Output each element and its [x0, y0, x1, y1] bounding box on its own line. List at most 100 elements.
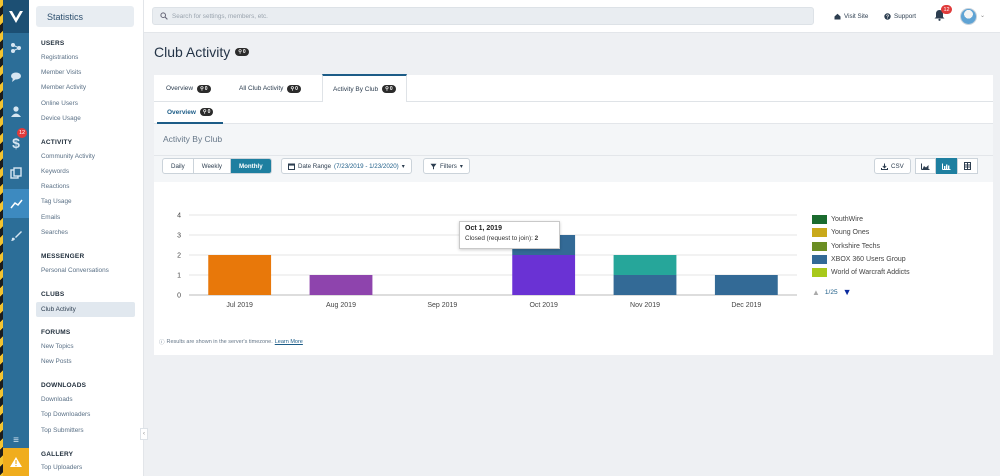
legend-item[interactable]: XBOX 360 Users Group — [812, 253, 910, 266]
filters-button[interactable]: Filters ▾ — [423, 158, 470, 174]
sidebar-item-top-uploaders[interactable]: Top Uploaders — [41, 464, 83, 471]
learn-more-link[interactable]: Learn More — [274, 339, 303, 345]
sidebar-item-member-visits[interactable]: Member Visits — [41, 69, 82, 76]
tab-bar: Overview ⚲ 0 All Club Activity ⚲ 0 Activit… — [154, 74, 993, 102]
user-icon[interactable] — [3, 96, 29, 125]
caret-down-icon: ▾ — [459, 162, 463, 170]
bar-chart-button[interactable] — [936, 158, 957, 174]
sidebar-item-top-submitters[interactable]: Top Submitters — [41, 427, 84, 434]
avatar[interactable] — [960, 8, 977, 25]
sidebar-item-new-posts[interactable]: New Posts — [41, 358, 72, 365]
sidebar-item-club-activity[interactable]: Club Activity — [36, 302, 135, 317]
area-chart-button[interactable] — [915, 158, 936, 174]
bar-segment — [613, 275, 677, 295]
interval-daily[interactable]: Daily — [163, 159, 194, 173]
support-label: Support — [894, 13, 917, 20]
sidebar-item-device-usage[interactable]: Device Usage — [41, 115, 81, 122]
sidebar-item-online-users[interactable]: Online Users — [41, 100, 78, 107]
tab-activity-by-club[interactable]: Activity By Club ⚲ 0 — [322, 74, 407, 102]
y-tick-label: 2 — [177, 253, 181, 260]
sidebar-item-reactions[interactable]: Reactions — [41, 183, 70, 190]
warning-icon[interactable] — [3, 448, 29, 476]
filter-icon — [430, 163, 437, 169]
pager-prev-icon[interactable]: ▲ — [812, 287, 820, 297]
search-input[interactable] — [172, 11, 772, 22]
bar-segment — [512, 255, 576, 295]
date-range-button[interactable]: Date Range (7/23/2019 - 1/23/2020) ▾ — [281, 158, 412, 174]
home-icon — [834, 13, 841, 20]
interval-monthly[interactable]: Monthly — [230, 159, 271, 173]
tooltip-value: 2 — [534, 235, 539, 242]
legend-label: Young Ones — [831, 229, 870, 237]
tooltip-label: Closed (request to join): — [465, 235, 533, 242]
sidebar-item-emails[interactable]: Emails — [41, 214, 61, 221]
copy-icon[interactable] — [3, 158, 29, 187]
tab-activity-by-club-badge-count: 0 — [389, 86, 393, 92]
key-icon: ⚲ — [385, 86, 389, 92]
sidebar: Statistics ‹ USERS Registrations Member … — [29, 0, 148, 476]
legend-pager: ▲ 1/25 ▼ — [812, 287, 852, 297]
table-view-button[interactable] — [957, 158, 978, 174]
sidebar-title: Statistics — [36, 6, 134, 27]
title-badge-count: 0 — [242, 49, 246, 55]
search-icon — [160, 12, 168, 20]
sidebar-item-tag-usage[interactable]: Tag Usage — [41, 198, 72, 205]
visit-site-link[interactable]: Visit Site — [834, 13, 868, 20]
chat-icon[interactable] — [3, 62, 29, 91]
support-link[interactable]: ? Support — [884, 13, 916, 20]
section-users: USERS — [41, 40, 65, 47]
pager-next-icon[interactable]: ▼ — [842, 287, 852, 297]
legend-item[interactable]: Yorkshire Techs — [812, 240, 910, 253]
sidebar-item-personal-conversations[interactable]: Personal Conversations — [41, 267, 109, 274]
panel-header: Activity By Club — [154, 124, 993, 156]
tab-activity-by-club-badge: ⚲ 0 — [382, 85, 396, 93]
sidebar-item-keywords[interactable]: Keywords — [41, 168, 70, 175]
sidebar-item-member-activity[interactable]: Member Activity — [41, 84, 87, 91]
dollar-icon[interactable]: $ — [12, 134, 20, 151]
rail-stripe — [0, 0, 3, 476]
chevron-down-icon[interactable]: ⌄ — [980, 13, 986, 19]
sidebar-item-community-activity[interactable]: Community Activity — [41, 153, 95, 160]
collapse-sidebar-button[interactable]: ‹ — [140, 428, 148, 440]
legend-item[interactable]: World of Warcraft Addicts — [812, 266, 910, 279]
search-box — [152, 7, 814, 25]
filters-label: Filters — [440, 162, 457, 170]
title-badge: ⚲ 0 — [235, 48, 249, 56]
tab-all-club-activity-badge-count: 0 — [295, 85, 298, 92]
notification-badge: 12 — [941, 5, 952, 14]
legend-item[interactable]: Young Ones — [812, 226, 910, 239]
sidebar-item-top-downloaders[interactable]: Top Downloaders — [41, 411, 91, 418]
logo-mark[interactable] — [3, 0, 29, 33]
tab-overview[interactable]: Overview ⚲ 0 — [156, 75, 221, 102]
panel-title: Activity By Club — [163, 134, 223, 144]
section-forums: FORUMS — [41, 329, 71, 336]
download-icon — [881, 163, 888, 170]
x-tick-label: Sep 2019 — [427, 302, 457, 309]
svg-text:?: ? — [886, 14, 889, 20]
key-icon: ⚲ — [290, 85, 295, 92]
timezone-note-text: Results are shown in the server's timezo… — [166, 339, 273, 345]
tab-all-club-activity-label: All Club Activity — [239, 85, 284, 92]
sidebar-item-searches[interactable]: Searches — [41, 229, 68, 236]
subtab-overview[interactable]: Overview ⚲ 0 — [157, 102, 224, 124]
top-bar: Visit Site ? Support 12 ⌄ — [144, 0, 1000, 33]
sidebar-item-new-topics[interactable]: New Topics — [41, 343, 74, 350]
interval-weekly[interactable]: Weekly — [194, 159, 231, 173]
nodes-icon[interactable] — [3, 33, 29, 62]
help-icon: ? — [884, 13, 891, 20]
chart-controls: Daily Weekly Monthly Date Range (7/23/20… — [154, 156, 993, 182]
subtab-bar: Overview ⚲ 0 — [154, 102, 993, 124]
brush-icon[interactable] — [3, 221, 29, 250]
sidebar-item-downloads[interactable]: Downloads — [41, 396, 73, 403]
table-icon — [964, 162, 971, 170]
chart-panel: 0 1 2 3 4 Jul 2019 Aug 2019 Sep 2019 Oct 2019 Nov… — [154, 182, 993, 355]
legend-item[interactable]: YouthWire — [812, 213, 910, 226]
chart-tooltip: Oct 1, 2019 Closed (request to join): 2 — [459, 221, 560, 249]
caret-down-icon: ▾ — [401, 162, 405, 170]
menu-icon[interactable]: ≡ — [13, 435, 19, 446]
csv-button[interactable]: CSV — [874, 158, 911, 174]
sidebar-item-registrations[interactable]: Registrations — [41, 54, 79, 61]
tab-all-club-activity[interactable]: All Club Activity ⚲ 0 — [229, 75, 311, 102]
chart-icon[interactable] — [3, 189, 29, 218]
tab-activity-by-club-label: Activity By Club — [333, 85, 379, 93]
